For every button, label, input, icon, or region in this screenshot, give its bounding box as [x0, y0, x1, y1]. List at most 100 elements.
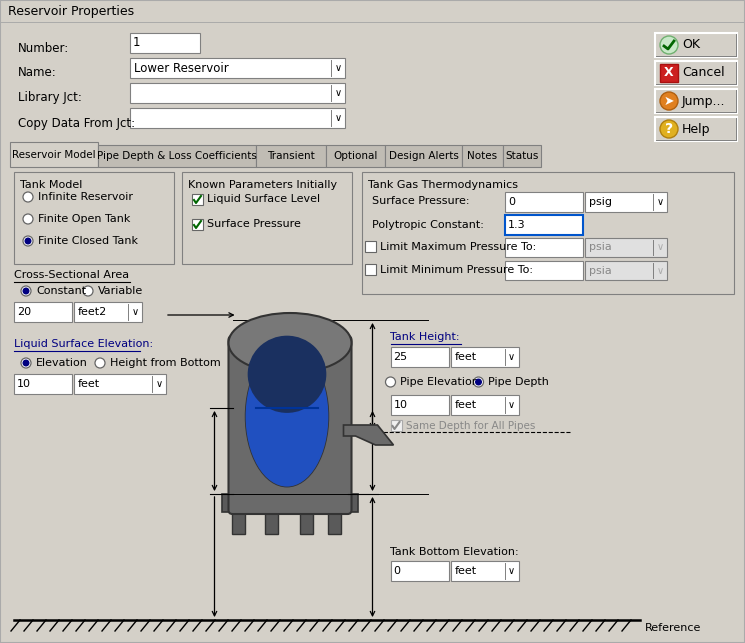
Bar [385, 145, 462, 167]
Text: Reference: Reference [645, 623, 701, 633]
Bar [14, 374, 72, 394]
Text: 1.3: 1.3 [508, 220, 526, 230]
Bar [390, 561, 448, 581]
Text: Jump...: Jump... [682, 95, 726, 107]
Bar [390, 347, 448, 367]
Bar [503, 145, 541, 167]
Text: Number:: Number: [18, 42, 69, 55]
Text: Name:: Name: [18, 66, 57, 80]
Bar [74, 374, 166, 394]
Text: Tank Bottom Elevation:: Tank Bottom Elevation: [390, 547, 519, 557]
Text: Liquid Surface Level: Liquid Surface Level [207, 194, 320, 204]
Text: Optional: Optional [333, 151, 378, 161]
Text: feet: feet [454, 400, 477, 410]
Text: 0: 0 [508, 197, 515, 207]
Bar [256, 145, 326, 167]
Bar [130, 83, 345, 103]
Text: Reservoir Properties: Reservoir Properties [8, 5, 134, 17]
Text: 10: 10 [17, 379, 31, 389]
Bar [232, 512, 245, 534]
Text: Tank Height:: Tank Height: [390, 332, 460, 342]
Bar [655, 61, 737, 85]
Text: X: X [665, 66, 673, 80]
Text: Finite Closed Tank: Finite Closed Tank [38, 236, 138, 246]
Text: ?: ? [665, 122, 673, 136]
Text: Tank Model: Tank Model [20, 180, 83, 190]
Bar [660, 64, 678, 82]
Bar [462, 145, 503, 167]
Bar [98, 145, 256, 167]
Bar [74, 302, 142, 322]
Circle shape [660, 36, 678, 54]
Text: OK: OK [682, 39, 700, 51]
Text: Surface Pressure:: Surface Pressure: [372, 196, 469, 206]
Bar [390, 395, 448, 415]
Bar [0, 0, 745, 22]
Bar [300, 512, 313, 534]
Text: Library Jct:: Library Jct: [18, 91, 82, 105]
Circle shape [660, 92, 678, 110]
Bar [130, 33, 200, 53]
Text: 10: 10 [393, 400, 408, 410]
Bar [655, 117, 737, 141]
Text: feet2: feet2 [78, 307, 107, 317]
Circle shape [25, 238, 31, 244]
Ellipse shape [246, 346, 329, 487]
Circle shape [21, 358, 31, 368]
Text: ∨: ∨ [335, 113, 341, 123]
Text: Same Depth for All Pipes: Same Depth for All Pipes [405, 421, 535, 431]
Bar [130, 108, 345, 128]
Text: 25: 25 [393, 352, 408, 362]
Text: Polytropic Constant:: Polytropic Constant: [372, 220, 484, 230]
Text: Surface Pressure: Surface Pressure [207, 219, 301, 229]
Text: 1: 1 [133, 37, 141, 50]
Text: ∨: ∨ [156, 379, 162, 389]
Bar [365, 264, 376, 275]
Text: Pipe Depth: Pipe Depth [489, 377, 549, 387]
Circle shape [476, 379, 481, 385]
Bar [326, 145, 385, 167]
Text: Elevation: Elevation [36, 358, 88, 368]
Text: 0: 0 [393, 566, 401, 576]
Bar [390, 420, 402, 431]
Text: ➤: ➤ [664, 95, 674, 107]
Circle shape [23, 192, 33, 202]
Text: ∨: ∨ [508, 352, 515, 362]
Text: psig: psig [589, 197, 612, 207]
Bar [585, 192, 667, 212]
Bar [192, 219, 203, 230]
Polygon shape [343, 425, 393, 445]
Ellipse shape [247, 336, 326, 413]
Bar [585, 238, 667, 257]
Bar [505, 215, 583, 235]
Bar [14, 172, 174, 264]
Text: Copy Data From Jct:: Copy Data From Jct: [18, 116, 135, 129]
Bar [8, 167, 737, 632]
Text: Status: Status [505, 151, 539, 161]
Text: psia: psia [589, 242, 612, 253]
Bar [130, 58, 345, 78]
Text: Lower Reservoir: Lower Reservoir [134, 62, 229, 75]
Text: Cross-Sectional Area: Cross-Sectional Area [14, 270, 129, 280]
Bar [655, 33, 737, 57]
Text: Pipe Depth & Loss Coefficients: Pipe Depth & Loss Coefficients [97, 151, 257, 161]
Circle shape [95, 358, 105, 368]
Text: ∨: ∨ [335, 88, 341, 98]
Text: Help: Help [682, 123, 711, 136]
Text: feet: feet [454, 352, 477, 362]
Circle shape [474, 377, 484, 387]
Text: Limit Minimum Pressure To:: Limit Minimum Pressure To: [380, 265, 533, 275]
Text: ∨: ∨ [131, 307, 139, 317]
Bar [505, 261, 583, 280]
Circle shape [660, 120, 678, 138]
Bar [328, 512, 341, 534]
Text: Height from Bottom: Height from Bottom [110, 358, 221, 368]
Bar [14, 302, 72, 322]
Bar [265, 512, 278, 534]
Text: Pipe Elevation: Pipe Elevation [401, 377, 479, 387]
Circle shape [21, 286, 31, 296]
Bar [655, 89, 737, 113]
Text: ∨: ∨ [656, 242, 664, 253]
Text: ∨: ∨ [335, 63, 341, 73]
Text: Infinite Reservoir: Infinite Reservoir [38, 192, 133, 202]
